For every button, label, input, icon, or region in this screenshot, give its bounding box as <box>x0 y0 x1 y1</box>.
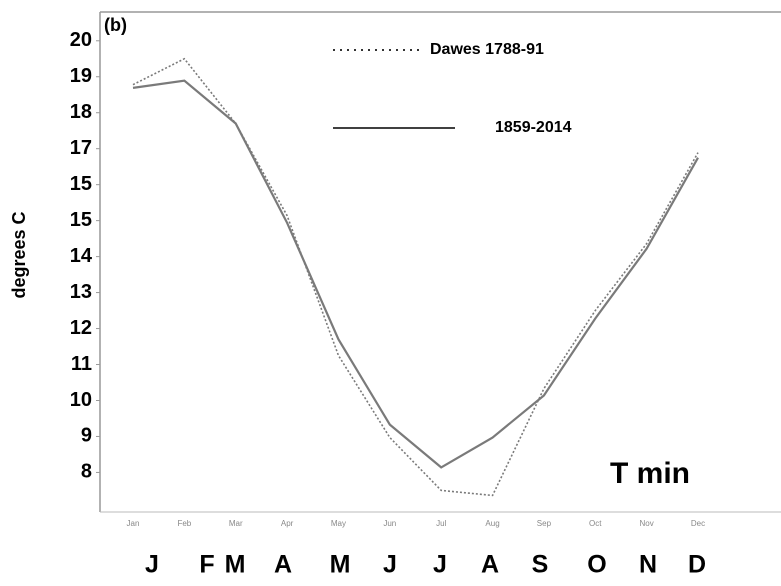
x-letter-label: J <box>433 551 447 579</box>
x-tick-label: Aug <box>485 519 499 528</box>
y-tick-label: 15 <box>70 209 92 231</box>
x-letter-label: J <box>383 551 397 579</box>
y-axis-label: degrees C <box>9 211 29 298</box>
x-tick-label: Dec <box>691 519 705 528</box>
panel-label: (b) <box>104 15 127 35</box>
x-tick-label: Sep <box>537 519 552 528</box>
x-letter-label: M <box>330 551 351 579</box>
y-tick-label: 9 <box>81 425 92 447</box>
x-letter-label: J <box>145 551 159 579</box>
y-tick-label: 17 <box>70 137 92 159</box>
x-tick-label: Mar <box>229 519 243 528</box>
y-tick-label: 20 <box>70 29 92 51</box>
x-letter-label: O <box>587 551 606 579</box>
x-tick-label: Jun <box>383 519 396 528</box>
x-letter-label: A <box>274 551 292 579</box>
x-letter-label: M <box>225 551 246 579</box>
x-tick-label: May <box>331 519 346 528</box>
x-tick-label: Feb <box>177 519 191 528</box>
x-tick-label: Nov <box>640 519 654 528</box>
y-tick-label: 19 <box>70 65 92 87</box>
x-letter-label: N <box>639 551 657 579</box>
series-line <box>132 57 699 497</box>
legend-label: Dawes 1788-91 <box>430 41 544 58</box>
series-line <box>132 79 699 469</box>
x-tick-label: Oct <box>589 519 602 528</box>
y-tick-label: 11 <box>71 353 92 375</box>
y-tick-label: 14 <box>70 245 93 267</box>
y-tick-label: 15 <box>70 173 92 195</box>
x-letter-label: F <box>199 551 214 579</box>
y-tick-label: 10 <box>70 389 92 411</box>
y-tick-label: 13 <box>70 281 92 303</box>
annotation: T min <box>610 457 690 490</box>
x-tick-label: Jan <box>127 519 140 528</box>
y-tick-label: 18 <box>70 101 92 123</box>
x-letter-label: A <box>481 551 499 579</box>
x-tick-label: Apr <box>281 519 294 528</box>
x-letter-label: D <box>688 551 706 579</box>
x-letter-label: S <box>532 551 549 579</box>
legend-label: 1859-2014 <box>495 119 572 136</box>
x-tick-label: Jul <box>436 519 446 528</box>
y-tick-label: 8 <box>81 461 92 483</box>
y-tick-label: 12 <box>70 317 92 339</box>
